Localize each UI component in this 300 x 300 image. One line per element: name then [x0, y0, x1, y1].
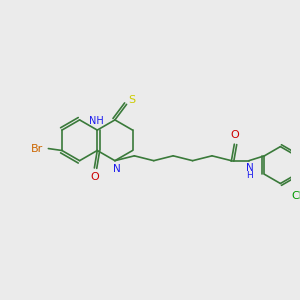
Text: H: H: [247, 171, 253, 180]
Text: NH: NH: [89, 116, 104, 126]
Text: S: S: [128, 94, 135, 104]
Text: O: O: [230, 130, 239, 140]
Text: N: N: [113, 164, 121, 174]
Text: Br: Br: [31, 143, 43, 154]
Text: O: O: [90, 172, 99, 182]
Text: N: N: [246, 164, 254, 173]
Text: Cl: Cl: [291, 190, 300, 201]
